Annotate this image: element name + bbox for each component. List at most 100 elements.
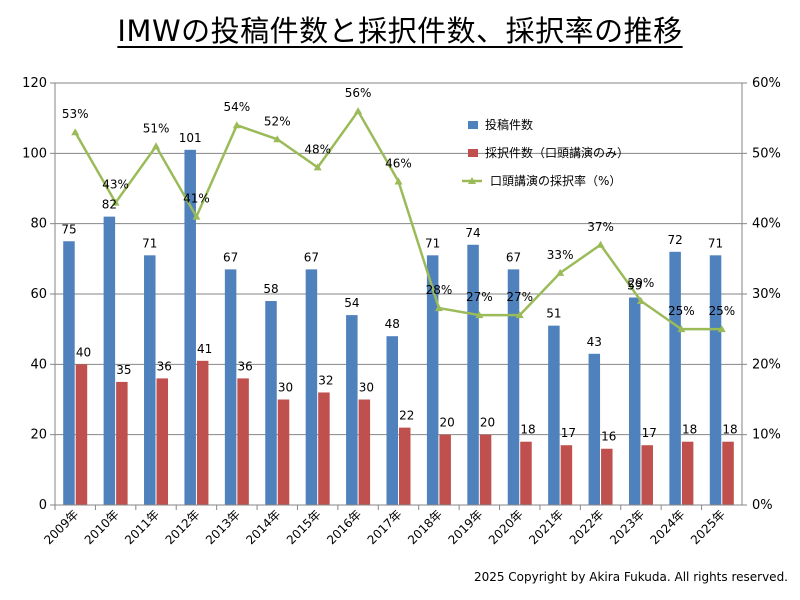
data-label-accepted: 30 <box>278 381 293 395</box>
bar-submissions <box>265 301 277 505</box>
x-tick-label: 2020年 <box>486 507 526 547</box>
rate-point <box>394 177 403 185</box>
legend-marker-rate <box>468 177 476 184</box>
data-label-rate: 43% <box>102 178 129 192</box>
bar-accepted <box>237 378 249 505</box>
rate-point <box>596 240 605 248</box>
legend-label-submissions: 投稿件数 <box>485 117 533 132</box>
bar-submissions <box>184 149 196 506</box>
data-label-accepted: 17 <box>561 426 576 440</box>
x-tick-label: 2022年 <box>567 507 607 547</box>
bar-accepted <box>277 399 290 505</box>
bar-accepted <box>439 434 451 505</box>
rate-point <box>354 107 363 115</box>
data-label-accepted: 36 <box>157 359 172 373</box>
rate-point <box>677 325 686 333</box>
data-label-accepted: 40 <box>76 345 91 359</box>
x-tick-label: 2025年 <box>688 507 728 547</box>
x-tick-label: 2017年 <box>365 507 405 547</box>
data-label-submissions: 71 <box>708 236 723 250</box>
rate-point <box>313 163 322 171</box>
rate-point <box>717 325 726 333</box>
y-right-tick-label: 20% <box>752 357 781 372</box>
data-label-rate: 56% <box>345 86 372 100</box>
bar-submissions <box>588 353 601 505</box>
x-tick-label: 2023年 <box>607 507 647 547</box>
data-label-rate: 27% <box>506 290 533 304</box>
legend-swatch-submissions <box>468 121 478 129</box>
bar-submissions <box>63 241 75 505</box>
y-left-tick-label: 120 <box>22 76 47 91</box>
data-label-submissions: 59 <box>627 279 642 293</box>
y-left-tick-label: 40 <box>30 357 47 372</box>
x-tick-label: 2012年 <box>163 507 203 547</box>
data-label-rate: 29% <box>628 276 655 290</box>
y-left-tick-label: 20 <box>30 428 47 443</box>
data-label-rate: 37% <box>587 220 614 234</box>
data-label-submissions: 75 <box>61 222 76 236</box>
rate-point <box>152 142 161 150</box>
data-label-submissions: 43 <box>587 335 602 349</box>
data-label-accepted: 35 <box>116 363 131 377</box>
bar-accepted <box>641 445 653 505</box>
bar-submissions <box>548 325 560 505</box>
x-tick-label: 2019年 <box>445 507 485 547</box>
legend-swatch-accepted <box>468 149 478 157</box>
data-label-rate: 33% <box>547 248 574 262</box>
bar-accepted <box>196 360 209 505</box>
data-labels: 75 40 82 35 71 36 101 41 67 36 58 30 67 32 54 30 48 22 71 2… <box>61 86 737 444</box>
rate-point <box>556 268 565 276</box>
data-label-submissions: 48 <box>385 317 400 331</box>
x-tick-label: 2021年 <box>526 507 566 547</box>
bar-submissions <box>346 315 358 505</box>
data-label-accepted: 36 <box>237 359 252 373</box>
gridlines <box>55 82 742 436</box>
data-label-submissions: 71 <box>425 236 440 250</box>
rate-point <box>636 297 645 305</box>
bar-submissions <box>467 244 479 505</box>
data-label-submissions: 67 <box>223 250 238 264</box>
bar-submissions <box>224 269 237 505</box>
bar-submissions <box>305 269 318 505</box>
rate-point <box>232 121 241 129</box>
x-tick-label: 2015年 <box>284 507 324 547</box>
copyright-notice: 2025 Copyright by Akira Fukuda. All righ… <box>473 570 788 584</box>
data-label-accepted: 16 <box>601 430 616 444</box>
y-right-tick-label: 10% <box>752 428 781 443</box>
x-tick-label: 2018年 <box>405 507 445 547</box>
legend-label-rate: 口頭講演の採択率（%） <box>490 173 621 188</box>
data-label-accepted: 32 <box>318 373 333 387</box>
bar-accepted <box>156 378 169 505</box>
bar-submissions <box>426 255 439 505</box>
bar-accepted <box>75 364 88 505</box>
bar-submissions <box>669 251 681 505</box>
y-right-tick-label: 0% <box>752 498 773 513</box>
data-label-submissions: 71 <box>142 236 157 250</box>
x-tick-label: 2011年 <box>122 507 162 547</box>
data-label-rate: 25% <box>708 304 735 318</box>
y-left-tick-label: 80 <box>30 217 47 232</box>
bar-accepted <box>601 448 613 505</box>
data-label-submissions: 58 <box>263 282 278 296</box>
bar-accepted <box>681 441 694 505</box>
data-label-submissions: 72 <box>667 233 682 247</box>
x-tick-label: 2014年 <box>243 507 283 547</box>
rate-line <box>71 107 726 333</box>
rate-point <box>434 304 443 312</box>
data-label-accepted: 30 <box>359 381 374 395</box>
data-label-accepted: 17 <box>642 426 657 440</box>
data-label-rate: 46% <box>385 156 412 170</box>
chart-title: IMWの投稿件数と採択件数、採択率の推移 <box>117 14 683 48</box>
y-right-tick-label: 50% <box>752 146 781 161</box>
data-label-rate: 52% <box>264 114 291 128</box>
bars <box>63 149 734 506</box>
rate-point <box>475 311 484 319</box>
x-tick-label: 2013年 <box>203 507 243 547</box>
bar-accepted <box>520 441 532 505</box>
data-label-rate: 28% <box>426 283 453 297</box>
x-tick-label: 2024年 <box>648 507 688 547</box>
bar-submissions <box>386 336 398 505</box>
y-left-tick-label: 60 <box>30 287 47 302</box>
